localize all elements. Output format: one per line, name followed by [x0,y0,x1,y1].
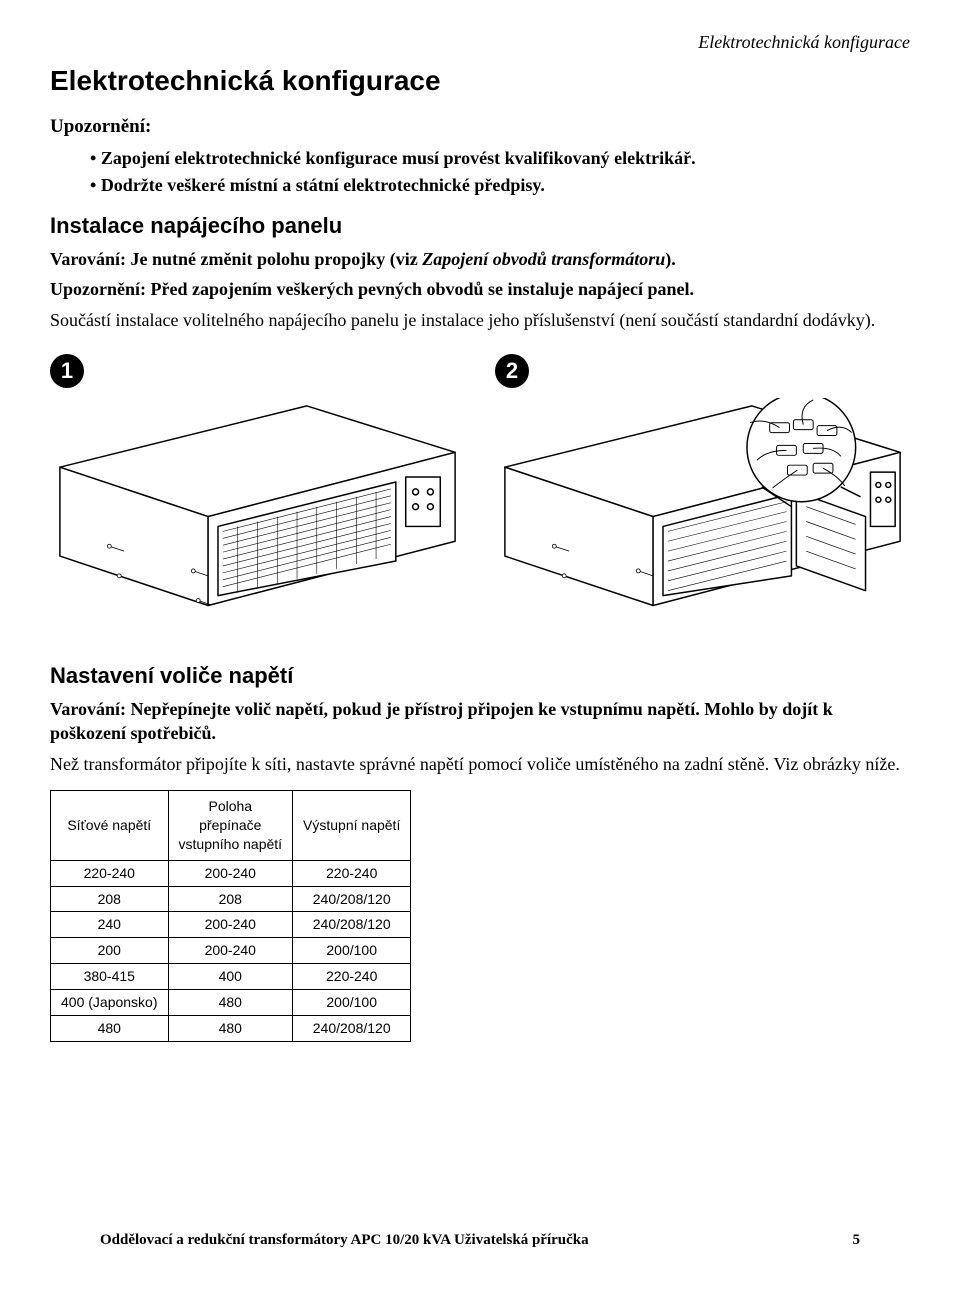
table-cell: 480 [51,1016,169,1042]
body-paragraph-2: Než transformátor připojíte k síti, nast… [50,752,910,776]
warning-label: Upozornění: [50,114,910,140]
list-item: Zapojení elektrotechnické konfigurace mu… [90,146,910,170]
table-cell: 240/208/120 [293,1016,411,1042]
list-item: Dodržte veškeré místní a státní elektrot… [90,173,910,197]
table-cell: 400 (Japonsko) [51,990,169,1016]
page-footer: Oddělovací a redukční transformátory APC… [100,1230,860,1250]
table-cell: 200/100 [293,938,411,964]
table-cell: 220-240 [293,860,411,886]
text-italic: Zapojení obvodů transformátoru [422,249,665,269]
footer-title: Oddělovací a redukční transformátory APC… [100,1230,589,1250]
table-cell: 200 [51,938,169,964]
text-span: Poloha [208,798,252,814]
figure-1: 1 [50,354,465,632]
table-row: 480480240/208/120 [51,1016,411,1042]
text-span: ). [665,249,676,269]
text-span: vstupního napětí [179,836,283,852]
voltage-table: Síťové napětí Poloha přepínače vstupního… [50,790,411,1042]
bullet-list: Zapojení elektrotechnické konfigurace mu… [50,146,910,198]
device-illustration-1 [50,398,465,625]
col-header-mains: Síťové napětí [51,791,169,861]
table-row: 380-415400220-240 [51,964,411,990]
text-span: Varování: Je nutné změnit polohu propojk… [50,249,422,269]
page-title: Elektrotechnická konfigurace [50,62,910,100]
figure-row: 1 [50,354,910,632]
page-number: 5 [853,1230,861,1250]
table-cell: 200/100 [293,990,411,1016]
table-cell: 208 [168,886,293,912]
table-cell: 480 [168,1016,293,1042]
table-cell: 208 [51,886,169,912]
step-badge-2: 2 [495,354,529,388]
table-cell: 220-240 [293,964,411,990]
table-cell: 200-240 [168,938,293,964]
header-section-label: Elektrotechnická konfigurace [50,30,910,54]
warning-paragraph-2: Varování: Nepřepínejte volič napětí, pok… [50,697,910,746]
table-cell: 200-240 [168,912,293,938]
text-span: přepínače [199,817,261,833]
table-cell: 200-240 [168,860,293,886]
figure-2: 2 [495,354,910,632]
col-header-output: Výstupní napětí [293,791,411,861]
table-cell: 240/208/120 [293,886,411,912]
section-heading-install: Instalace napájecího panelu [50,211,910,241]
table-row: 220-240200-240220-240 [51,860,411,886]
body-paragraph: Součástí instalace volitelného napájecíh… [50,308,910,332]
warning-paragraph: Varování: Je nutné změnit polohu propojk… [50,247,910,271]
table-row: 400 (Japonsko)480200/100 [51,990,411,1016]
table-row: 200200-240200/100 [51,938,411,964]
col-header-switch: Poloha přepínače vstupního napětí [168,791,293,861]
table-row: 208208240/208/120 [51,886,411,912]
table-cell: 480 [168,990,293,1016]
table-row: 240200-240240/208/120 [51,912,411,938]
table-cell: 400 [168,964,293,990]
table-cell: 380-415 [51,964,169,990]
step-badge-1: 1 [50,354,84,388]
table-cell: 240/208/120 [293,912,411,938]
device-illustration-2 [495,398,910,625]
section-heading-voltage: Nastavení voliče napětí [50,661,910,691]
table-cell: 220-240 [51,860,169,886]
caution-paragraph: Upozornění: Před zapojením veškerých pev… [50,277,910,301]
table-cell: 240 [51,912,169,938]
